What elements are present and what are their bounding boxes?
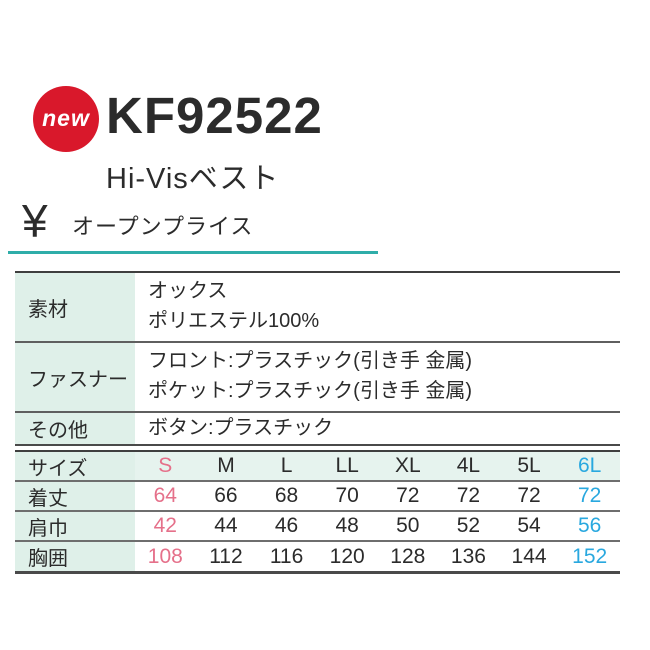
size-value-cell: 120 [329,544,365,568]
price-underline [8,251,378,254]
spec-row-label: その他 [15,413,135,444]
size-value-cell: 44 [214,514,238,537]
size-table-row: 肩巾 42 44 46 48 50 52 54 56 [15,512,620,542]
size-value-cell: 42 [153,514,177,537]
spec-value-line: ポリエステル100% [148,310,320,332]
spec-table: 素材 オックス ポリエステル100% ファスナー フロント:プラスチック(引き手 金属)… [15,271,620,446]
size-value-cell: 54 [517,514,541,537]
spec-row: 素材 オックスポリエステル100% [15,273,620,343]
size-value-cell: 144 [511,544,547,568]
spec-value-line: フロント:プラスチック(引き手 金属) [148,350,473,373]
spec-value-line: ボタン:プラスチック [148,416,334,439]
size-header-cell: M [217,454,235,477]
size-table-row: 着丈 64 66 68 70 72 72 72 72 [15,482,620,512]
spec-row-value: オックスポリエステル100% [135,273,620,341]
spec-row: その他 ボタン:プラスチック [15,413,620,446]
size-value-cell: 66 [214,484,238,507]
size-value-cell: 52 [456,514,481,537]
size-value-cell: 128 [390,544,426,568]
size-value-cell: 68 [274,484,299,507]
size-value-cell: 70 [335,484,359,507]
size-value-cell: 64 [153,484,177,507]
size-header-cell: S [158,454,173,477]
size-value-cell: 112 [209,544,243,568]
product-name: Hi-Visベスト [106,163,280,195]
size-value-cell: 72 [578,484,602,507]
size-value-cell: 50 [396,514,420,537]
size-value-cell: 108 [147,544,183,568]
size-value-cell: 72 [517,484,541,507]
size-value-cell: 72 [456,484,481,507]
spec-row-value: フロント:プラスチック(引き手 金属) ポケット:プラスチック(引き手 金属) [135,343,620,411]
size-row-label: 着丈 [15,482,135,510]
size-row-label: 肩巾 [15,512,135,540]
spec-value-line: オックス [148,280,228,303]
size-header-cell: 6L [578,454,602,477]
size-table-header-label: サイズ [15,452,135,480]
size-value-cell: 56 [578,514,602,537]
size-table-header-row: サイズ S M L LL XL 4L 5L 6L [15,452,620,482]
product-code: KF92522 [106,87,323,144]
size-header-cell: 4L [456,454,481,477]
size-row-label: 胸囲 [15,542,135,571]
size-table-row: 胸囲 108 112 116 120 128 136 144 152 [15,542,620,574]
spec-row: ファスナー フロント:プラスチック(引き手 金属) ポケット:プラスチック(引き手 … [15,343,620,413]
spec-value-line: ポケット:プラスチック(引き手 金属) [148,380,473,402]
size-header-cell: L [280,454,293,477]
size-table: サイズ S M L LL XL 4L 5L 6L 着丈 64 66 68 70 72 72 72 72 肩巾 42 44… [15,450,620,574]
size-header-cell: XL [394,454,421,477]
spec-row-value: ボタン:プラスチック [135,413,620,444]
size-value-cell: 72 [396,484,420,507]
yen-symbol: ¥ [22,195,48,247]
size-value-cell: 46 [274,514,299,537]
size-value-cell: 48 [335,514,359,537]
spec-row-label: 素材 [15,273,135,341]
new-badge-label: new [42,104,90,131]
size-value-cell: 136 [450,544,486,568]
new-badge: new [33,86,99,152]
spec-row-label: ファスナー [15,343,135,411]
size-value-cell: 116 [269,544,304,568]
size-header-cell: LL [335,454,359,477]
price-label: オープンプライス [72,214,254,239]
size-header-cell: 5L [517,454,541,477]
size-value-cell: 152 [572,544,608,568]
